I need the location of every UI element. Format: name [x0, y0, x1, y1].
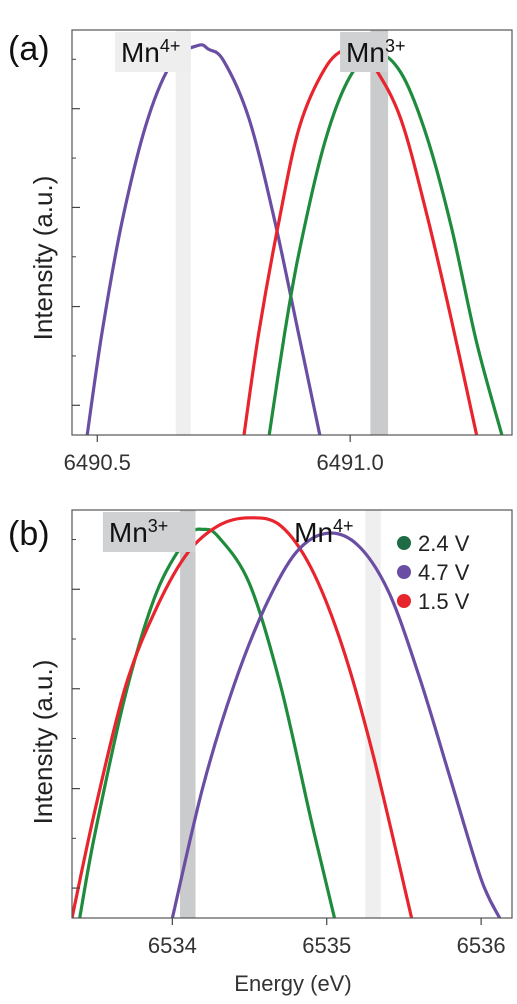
band-label-mn4plus: Mn4+ [294, 516, 353, 548]
panel-a: 6490.5 6491.0 Mn4+ Mn3+ (a) Intensity (a.u… [8, 29, 513, 475]
x-tick-label: 6490.5 [64, 450, 131, 475]
x-tick-label: 6534 [148, 933, 197, 958]
band-label-superscript: 3+ [385, 36, 406, 56]
legend-label: 2.4 V [418, 531, 470, 556]
x-tick-label: 6536 [457, 933, 506, 958]
series-line-0 [78, 527, 337, 918]
panel-a-band-labels: Mn4+ Mn3+ [114, 32, 405, 72]
x-tick-label: 6535 [302, 933, 351, 958]
legend-label: 4.7 V [418, 560, 470, 585]
series-line-2 [170, 531, 502, 918]
band-label-bg [114, 32, 191, 72]
band-label-superscript: 4+ [333, 516, 354, 536]
band-label-bg [102, 512, 196, 552]
panel-b-axes: 6534 6535 6536 [71, 509, 513, 958]
panel-b-bands [180, 510, 381, 918]
band-3+-region [180, 510, 196, 918]
legend-marker [397, 565, 411, 579]
panel-a-ylabel: Intensity (a.u.) [28, 176, 58, 341]
band-label-superscript: 3+ [148, 516, 169, 536]
panel-b-label: (b) [8, 515, 50, 553]
panel-a-curves [85, 43, 504, 435]
panel-b-ylabel: Intensity (a.u.) [28, 660, 58, 825]
panel-a-axes: 6490.5 6491.0 [64, 29, 513, 475]
series-line-0 [85, 43, 322, 435]
legend-marker [397, 594, 411, 608]
panel-b: 6534 6535 6536 Mn3+ Mn4+ 2.4 V4.7 V1.5 V (b… [8, 509, 513, 958]
band-4+-region [365, 510, 381, 918]
panel-b-band-labels: Mn3+ Mn4+ [102, 512, 354, 552]
band-label-bg [340, 32, 389, 72]
plot-frame [71, 29, 513, 436]
legend-marker [397, 536, 411, 550]
band-4+-region [175, 30, 191, 435]
band-label-superscript: 4+ [160, 36, 181, 56]
panel-a-bands [175, 30, 389, 435]
panel-b-curves [72, 516, 502, 918]
panel-a-label: (a) [8, 30, 50, 68]
plot-frame [71, 509, 513, 919]
band-label-mn3plus: Mn3+ [346, 36, 405, 68]
x-tick-label: 6491.0 [317, 450, 384, 475]
series-line-1 [72, 516, 414, 918]
x-axis-label: Energy (eV) [234, 971, 351, 996]
panel-b-legend: 2.4 V 4.7 V 1.5 V [397, 531, 470, 614]
band-3+-region [370, 30, 389, 435]
legend-label: 1.5 V [418, 589, 470, 614]
